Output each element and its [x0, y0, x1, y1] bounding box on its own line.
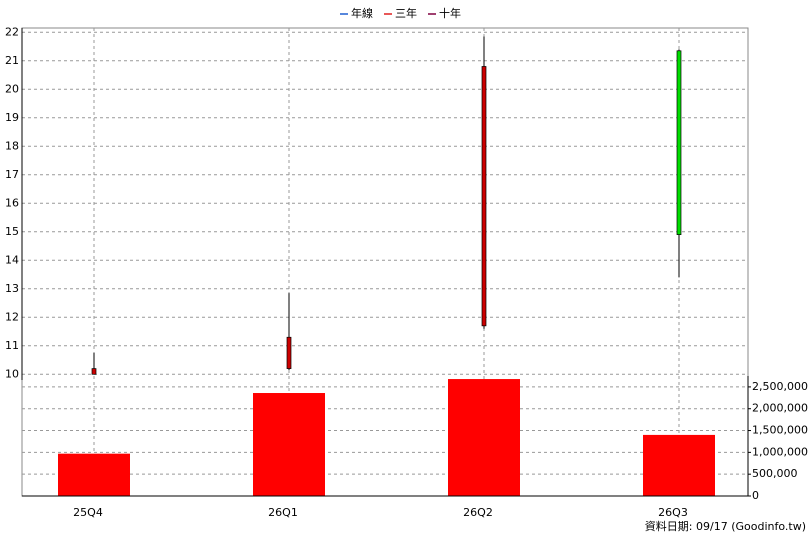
- footer: 資料日期: 09/17 (Goodinfo.tw): [645, 519, 806, 533]
- x-tick-label: 26Q1: [268, 506, 298, 519]
- volume-bar: [448, 379, 520, 496]
- y-tick-label: 18: [5, 139, 19, 152]
- y2-tick-label: 1,500,000: [752, 424, 808, 437]
- y-tick-label: 20: [5, 82, 19, 95]
- x-tick-label: 26Q2: [463, 506, 493, 519]
- legend-label: 十年: [439, 6, 461, 20]
- x-tick-label: 25Q4: [73, 506, 103, 519]
- candle-body: [286, 336, 292, 369]
- volume-bar: [253, 393, 325, 496]
- y-tick-label: 17: [5, 168, 19, 181]
- y-tick-label: 11: [5, 339, 19, 352]
- candle-body: [676, 50, 682, 235]
- candle-body: [91, 368, 97, 375]
- x-tick-label: 26Q3: [658, 506, 688, 519]
- plot-frame: [21, 27, 749, 497]
- y2-tick-label: 2,000,000: [752, 402, 808, 415]
- y-tick-label: 16: [5, 196, 19, 209]
- legend-label: 年線: [351, 6, 373, 20]
- y2-tick-label: 500,000: [752, 467, 798, 480]
- legend-label: 三年: [395, 6, 417, 20]
- volume-bar: [643, 434, 715, 496]
- y-tick-label: 13: [5, 282, 19, 295]
- y-tick-label: 21: [5, 54, 19, 67]
- y-tick-label: 10: [5, 367, 19, 380]
- y-tick-label: 19: [5, 111, 19, 124]
- y2-tick-label: 0: [752, 489, 759, 502]
- y-tick-label: 14: [5, 253, 19, 266]
- candle-body: [481, 66, 487, 327]
- y-tick-label: 22: [5, 25, 19, 38]
- y2-tick-label: 2,500,000: [752, 380, 808, 393]
- y-tick-label: 15: [5, 225, 19, 238]
- y-tick-label: 12: [5, 310, 19, 323]
- volume-bar: [58, 453, 130, 496]
- y2-tick-label: 1,000,000: [752, 445, 808, 458]
